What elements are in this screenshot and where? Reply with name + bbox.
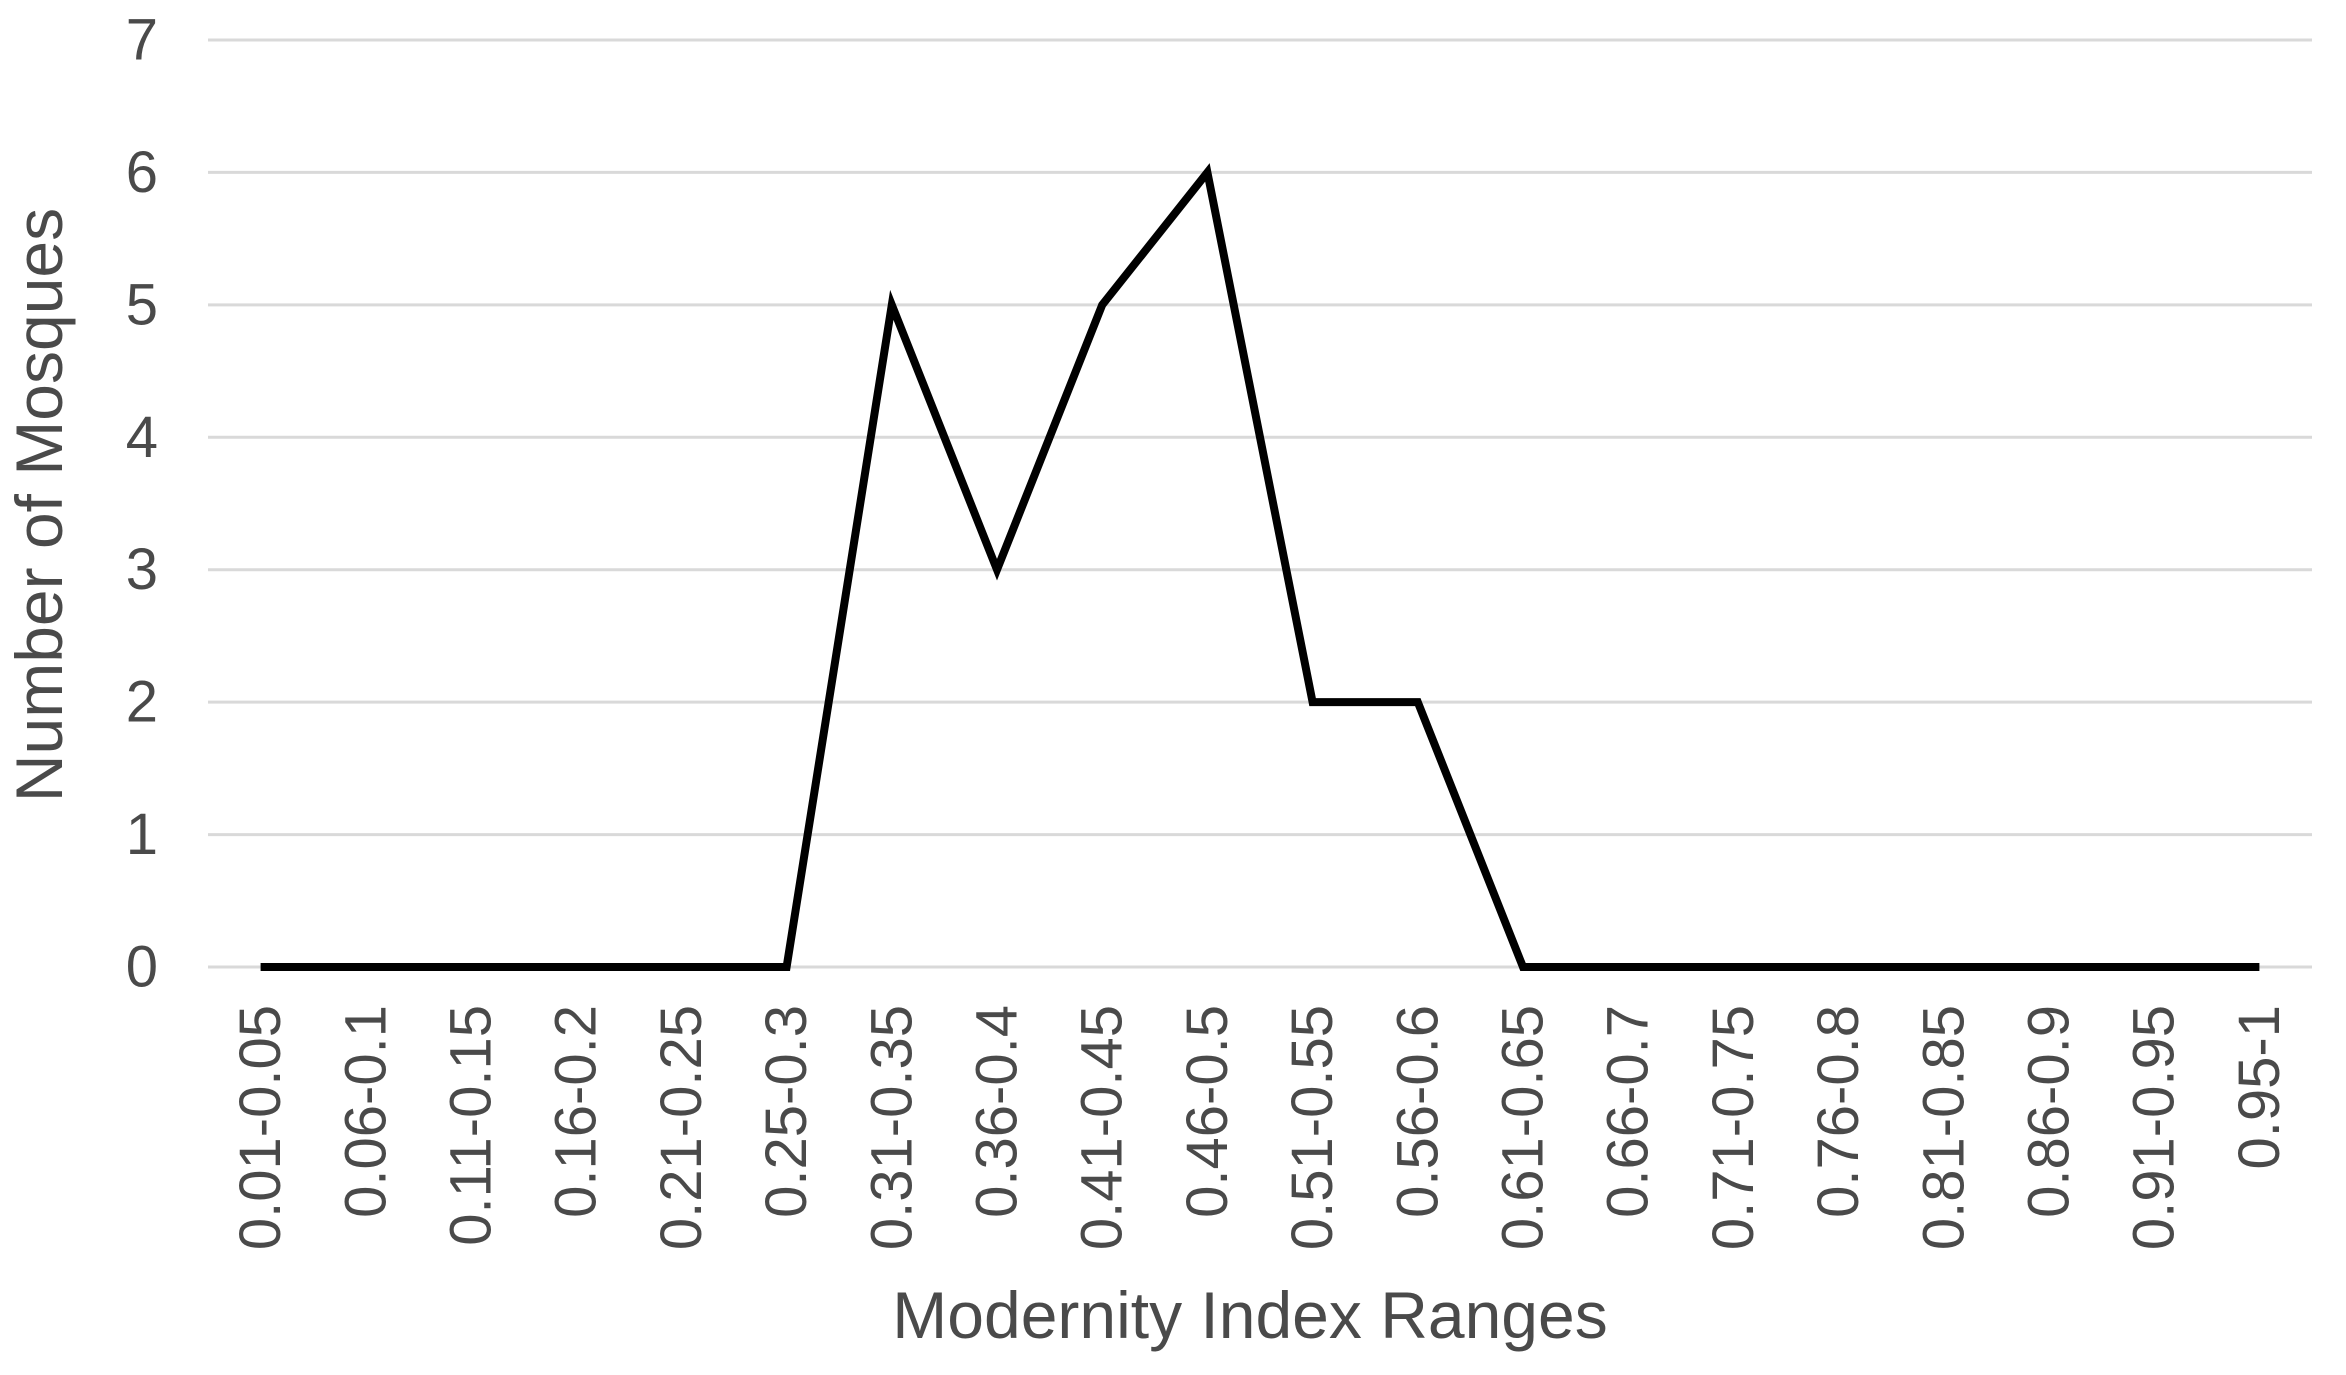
gridlines: [208, 38, 2312, 969]
y-tick-label-7: 7: [126, 8, 158, 73]
y-tick-label-3: 3: [126, 537, 158, 602]
x-tick-label-0.66-0.7: 0.66-0.7: [1596, 1005, 1661, 1218]
x-tick-label-0.41-0.45: 0.41-0.45: [1070, 1005, 1135, 1250]
x-tick-label-0.76-0.8: 0.76-0.8: [1806, 1005, 1871, 1218]
y-tick-label-6: 6: [126, 140, 158, 205]
x-tick-label-0.86-0.9: 0.86-0.9: [2017, 1005, 2082, 1218]
x-tick-label-0.46-0.5: 0.46-0.5: [1175, 1005, 1240, 1218]
y-axis-tick-labels: 0 1 2 3 4 5 6 7: [126, 8, 158, 1000]
x-tick-label-0.61-0.65: 0.61-0.65: [1491, 1005, 1556, 1250]
x-tick-label-0.56-0.6: 0.56-0.6: [1385, 1005, 1450, 1218]
x-tick-label-0.91-0.95: 0.91-0.95: [2122, 1005, 2187, 1250]
series-line-number-of-mosques: [260, 163, 2260, 971]
x-tick-label-0.31-0.35: 0.31-0.35: [859, 1005, 924, 1250]
x-tick-label-0.21-0.25: 0.21-0.25: [649, 1005, 714, 1250]
y-tick-label-4: 4: [126, 405, 158, 470]
x-tick-label-0.01-0.05: 0.01-0.05: [228, 1005, 293, 1250]
x-tick-label-0.81-0.85: 0.81-0.85: [1911, 1005, 1976, 1250]
x-tick-label-0.11-0.15: 0.11-0.15: [439, 1005, 504, 1246]
y-tick-label-1: 1: [126, 802, 158, 867]
x-tick-label-0.16-0.2: 0.16-0.2: [544, 1005, 609, 1218]
x-tick-label-0.06-0.1: 0.06-0.1: [333, 1005, 398, 1218]
y-tick-label-2: 2: [126, 670, 158, 735]
x-axis-title: Modernity Index Ranges: [892, 1278, 1607, 1352]
y-tick-label-5: 5: [126, 272, 158, 337]
x-tick-label-0.36-0.4: 0.36-0.4: [965, 1005, 1030, 1218]
x-tick-label-0.71-0.75: 0.71-0.75: [1701, 1005, 1766, 1250]
x-tick-label-0.95-1: 0.95-1: [2227, 1005, 2292, 1169]
x-tick-label-0.25-0.3: 0.25-0.3: [754, 1005, 819, 1218]
x-axis-tick-labels: 0.01-0.05 0.06-0.1 0.11-0.15 0.16-0.2 0.21-0…: [228, 1005, 2292, 1250]
x-tick-label-0.51-0.55: 0.51-0.55: [1280, 1005, 1345, 1250]
y-tick-label-0: 0: [126, 935, 158, 1000]
y-axis-title: Number of Mosques: [2, 208, 76, 802]
